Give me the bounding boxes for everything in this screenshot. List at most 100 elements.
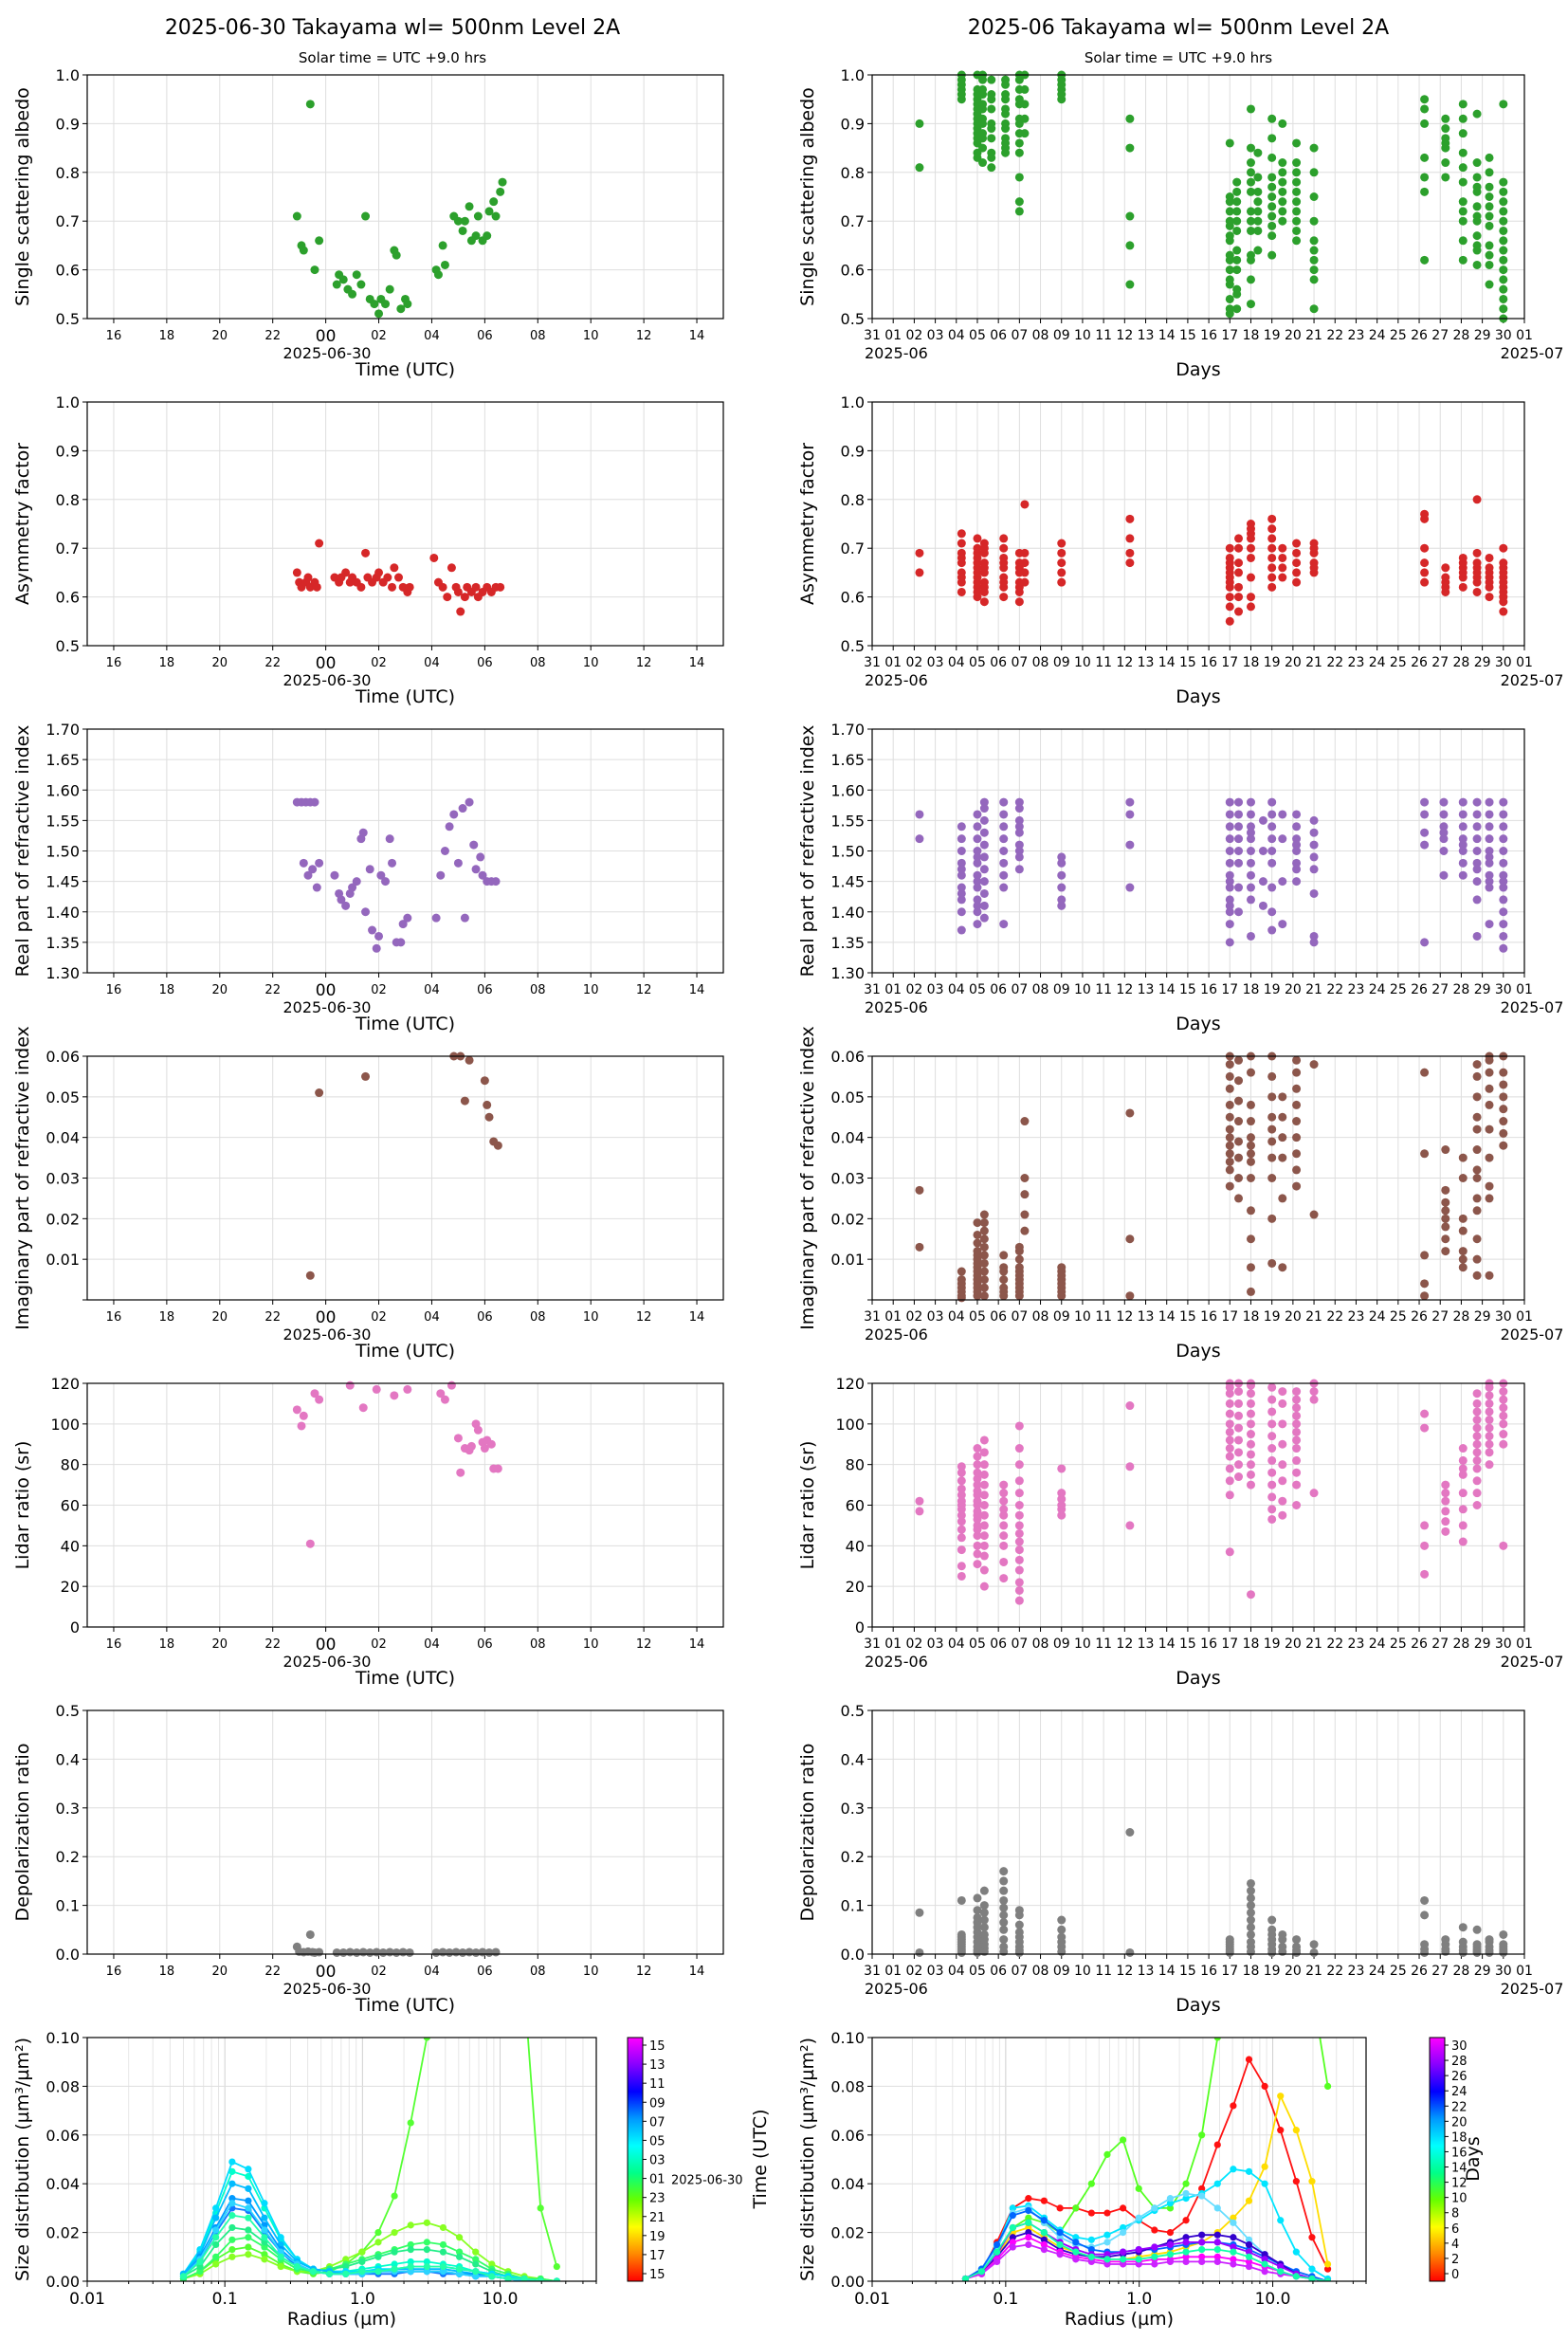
size_month-series-point	[1261, 2082, 1268, 2090]
imag_month-point	[1420, 1291, 1430, 1301]
ssa_month-point	[1001, 124, 1011, 134]
imag_month-point	[957, 1275, 966, 1285]
size_month-series-point	[1277, 2127, 1285, 2134]
ssa_day-point	[315, 236, 324, 246]
size_day-colorbar-tick-label: 01	[649, 2173, 665, 2187]
lidar_day-point	[305, 1539, 315, 1548]
asy_month-xtick-label: 27	[1431, 655, 1449, 670]
imag_month-point	[1441, 1214, 1450, 1223]
depol_month-xtick-label: 10	[1074, 1964, 1091, 1979]
ssa_month-point	[1246, 168, 1255, 177]
ssa_month-point	[1458, 163, 1468, 173]
size_month-series-point	[1103, 2209, 1111, 2217]
size_day-series-point	[245, 2226, 252, 2234]
ssa_month-point	[1472, 202, 1482, 211]
ssa_month-point	[1420, 95, 1430, 104]
real_month-point	[1267, 925, 1277, 935]
lidar_month-point	[1234, 1448, 1244, 1457]
asy_day-point	[292, 568, 301, 577]
real_month-point	[1292, 877, 1302, 887]
lidar_month-point	[973, 1460, 982, 1470]
depol_day-point	[378, 1947, 388, 1957]
size_month-series-point	[1277, 2268, 1285, 2276]
lidar_month-point	[957, 1490, 966, 1500]
ssa_month-point	[1309, 265, 1319, 275]
real_month-point	[979, 888, 989, 898]
real_month-point	[1225, 938, 1234, 947]
ssa_month-frame	[871, 74, 1525, 320]
size_month-xlabel: Radius (µm)	[1065, 2309, 1174, 2330]
asy_month-point	[1292, 577, 1302, 587]
ssa_day-ytick-label: 1.0	[56, 66, 80, 84]
imag_day-date-label: 2025-06-30	[283, 1325, 372, 1344]
ssa_day-xtick-label: 22	[264, 329, 281, 343]
size_day-xtick-label: 0.1	[212, 2290, 238, 2309]
depol_month-point	[979, 1886, 989, 1895]
lidar_day-xtick-label: 20	[212, 1637, 228, 1652]
asy_month-point	[1267, 573, 1277, 582]
ssa_month-point	[1472, 260, 1482, 269]
lidar_month-ylabel: Lidar ratio (sr)	[797, 1441, 818, 1570]
depol_month-ytick-label: 0.3	[841, 1800, 865, 1818]
size_day-colorbar-tick-label: 17	[649, 2249, 665, 2263]
real_month-point	[1267, 847, 1277, 855]
depol_month-xtick-label: 04	[948, 1964, 965, 1979]
right-title: 2025-06 Takayama wl= 500nm Level 2A	[968, 16, 1389, 40]
real_day-xtick-label: 10	[583, 983, 599, 997]
imag_month-xtick-label: 14	[1158, 1309, 1176, 1325]
lidar_month-point	[1472, 1448, 1482, 1457]
asy_month-point	[1234, 593, 1244, 602]
lidar_month-point	[1499, 1430, 1508, 1439]
ssa_month-point	[1499, 207, 1508, 216]
asy_month-xtick-label: 19	[1264, 655, 1281, 670]
size_day-series-point	[407, 2258, 414, 2266]
depol_month-point	[1292, 1942, 1302, 1951]
size_month-series-point	[1213, 2245, 1221, 2254]
imag_month-xtick-label: 08	[1032, 1309, 1049, 1325]
imag_month-point	[1278, 1194, 1287, 1203]
real_month-point	[957, 870, 966, 880]
imag_month-point	[1485, 1084, 1494, 1093]
real_month-point	[1499, 920, 1508, 929]
lidar_month-point	[1014, 1501, 1024, 1509]
ssa_month-point	[1441, 124, 1450, 134]
ssa_month-point	[1309, 275, 1319, 284]
imag_month-point	[1246, 1234, 1255, 1244]
lidar_month-point	[1420, 1569, 1430, 1579]
real_month-xtick-label: 23	[1348, 982, 1365, 997]
size_month-colorbar-tick-label: 22	[1451, 2100, 1468, 2114]
ssa_month-point	[1267, 211, 1277, 221]
ssa_month-xtick-label: 04	[948, 328, 965, 343]
ssa_month-point	[1014, 197, 1024, 207]
lidar_month-point	[1057, 1510, 1067, 1520]
real_day-point	[310, 797, 319, 807]
depol_month-ytick-label: 0.4	[841, 1750, 865, 1768]
imag_day-xtick-label: 02	[371, 1310, 387, 1325]
ssa_month-xtick-label: 08	[1032, 328, 1049, 343]
size_day-ytick-label: 0.00	[46, 2273, 80, 2291]
lidar_month-point	[1420, 1423, 1430, 1433]
lidar_month-point	[1246, 1430, 1255, 1439]
asy_month-point	[1267, 524, 1277, 534]
depol_month-xtick-label: 12	[1116, 1964, 1133, 1979]
depol_month-start-label: 2025-06	[865, 1980, 928, 1998]
real_month-point	[1225, 895, 1234, 905]
lidar_month-point	[1499, 1395, 1508, 1404]
real_month-point	[979, 804, 989, 814]
imag_month-point	[1292, 1181, 1302, 1191]
ssa_month-point	[1420, 119, 1430, 128]
real_month-point	[1499, 907, 1508, 917]
real_day-point	[388, 858, 397, 868]
real_month-point	[1499, 870, 1508, 880]
asy_month-end-label: 2025-07	[1501, 671, 1564, 689]
real_month-point	[1246, 797, 1255, 807]
asy_day-point	[405, 582, 414, 592]
lidar_month-point	[1292, 1455, 1302, 1465]
ssa_day-ytick-label: 0.6	[56, 262, 80, 280]
real_month-point	[1014, 865, 1024, 874]
lidar_day-point	[345, 1380, 355, 1390]
ssa_month-point	[1014, 148, 1024, 157]
ssa_day-point	[396, 304, 406, 314]
lidar_month-point	[999, 1531, 1009, 1541]
asy_month-xtick-label: 30	[1495, 655, 1512, 670]
